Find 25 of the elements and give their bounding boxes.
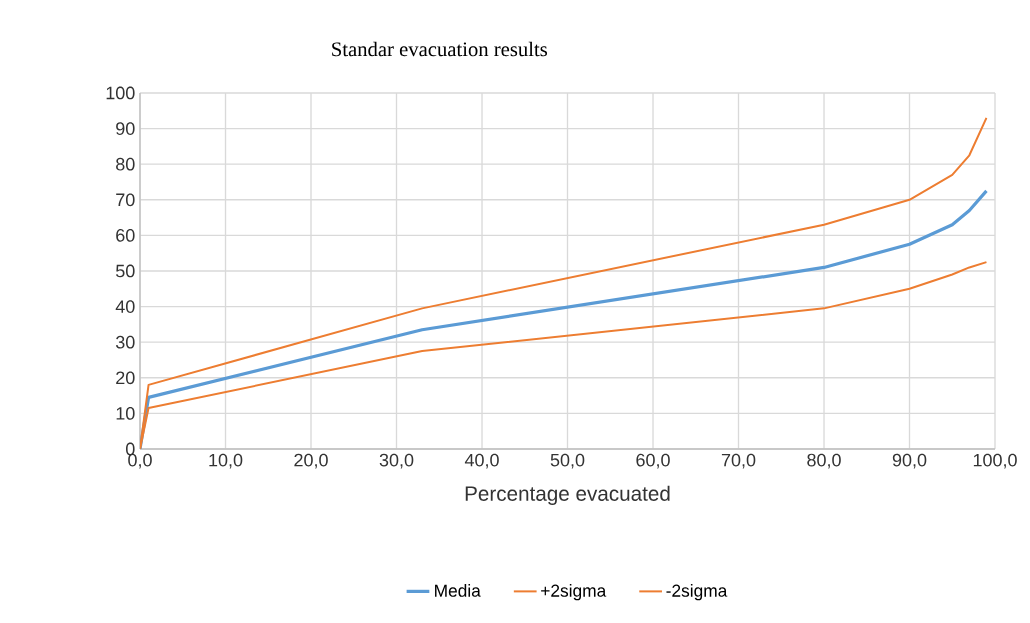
y-tick-label: 80 [116,157,135,171]
y-tick-label: 90 [116,122,135,135]
x-tick-label: 60,0 [636,453,670,469]
y-tick-label: 70 [116,193,135,207]
x-tick-label: 20,0 [294,453,328,469]
y-tick-label: 60 [116,229,135,242]
x-tick-label: 40,0 [464,453,499,469]
x-tick-label: 30,0 [379,453,414,469]
legend-label: -2sigma [666,584,728,601]
y-tick-label: 30 [115,335,135,349]
y-tick-label: 100 [106,86,135,100]
legend-label: +2sigma [541,584,607,601]
x-axis-title: Percentage evacuated [465,485,670,505]
legend-label: Media [435,584,481,597]
x-tick-label: 90,0 [892,453,927,469]
x-tick-label: 50,0 [550,453,585,469]
x-tick-label: 80,0 [807,453,841,469]
y-tick-label: 20 [116,371,135,385]
x-tick-label: 70,0 [721,453,756,469]
y-tick-label: 50 [115,264,135,278]
x-tick-label: 100,0 [973,453,1017,469]
chart-title: Standar evacuation results [332,41,548,57]
y-tick-label: 10 [116,407,135,420]
y-tick-label: 40 [115,300,135,313]
x-tick-label: 10,0 [209,453,243,469]
